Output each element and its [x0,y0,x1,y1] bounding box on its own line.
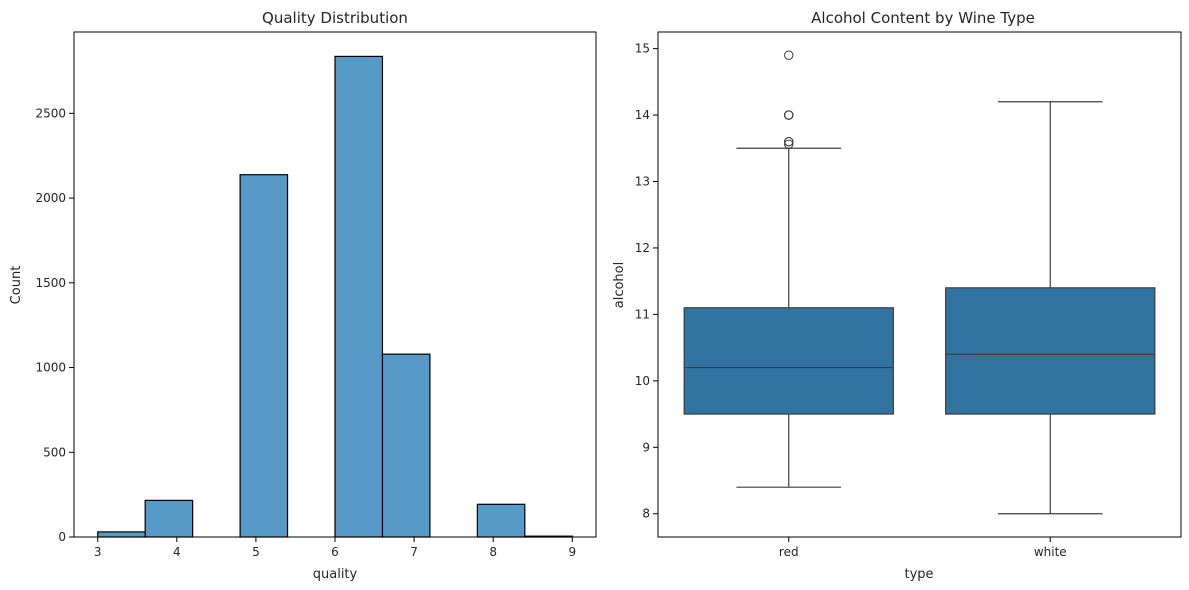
histogram-bars [97,55,573,538]
histogram-y-tick-label-2000: 2000 [35,191,66,205]
histogram-y-tick-label-1500: 1500 [35,276,66,290]
histogram-x-tick-label-8: 8 [489,545,497,559]
outlier-red-0 [784,139,794,149]
histogram-plot-frame [73,31,597,538]
boxplot-x-ticks: red white [779,537,1067,559]
histogram-bar-1 [144,499,194,538]
histogram-bar-3 [239,174,289,538]
quality-histogram: Quality Distribution 3 4 5 6 7 8 9 0 500 1000 150… [9,9,597,582]
histogram-bar-0 [97,531,146,538]
boxplot-y-tick-label-8: 8 [642,507,650,521]
boxplot-x-label: type [904,567,933,582]
boxplot-y-tick-label-9: 9 [642,440,650,454]
boxplot-plot-frame [657,31,1182,538]
histogram-x-tick-label-4: 4 [173,545,181,559]
histogram-x-tick-label-5: 5 [252,545,260,559]
boxplot-y-tick-label-15: 15 [635,42,650,56]
histogram-y-tick-label-0: 0 [58,530,66,544]
histogram-bar-8 [476,503,526,538]
boxplot-y-tick-label-10: 10 [635,374,650,388]
histogram-x-label: quality [313,567,358,582]
box-white [945,287,1156,415]
boxplot-y-tick-label-14: 14 [635,108,650,122]
histogram-x-tick-label-9: 9 [568,545,576,559]
histogram-title: Quality Distribution [262,9,408,27]
histogram-x-tick-label-3: 3 [94,545,102,559]
histogram-y-tick-label-500: 500 [43,445,66,459]
histogram-y-ticks: 0 500 1000 1500 2000 2500 [35,106,74,544]
boxplot-title: Alcohol Content by Wine Type [811,9,1035,27]
box-red [683,307,894,415]
boxplot-y-label: alcohol [612,262,627,308]
boxplot-y-tick-label-12: 12 [635,241,650,255]
alcohol-boxplot: Alcohol Content by Wine Type red white 8 9… [612,9,1182,582]
histogram-x-tick-label-7: 7 [410,545,418,559]
outlier-red-5 [784,110,794,120]
boxplot-x-tick-label-red: red [779,545,799,559]
boxplot-y-tick-label-13: 13 [635,175,650,189]
histogram-y-tick-label-1000: 1000 [35,361,66,375]
histogram-x-tick-label-6: 6 [331,545,339,559]
boxplot-y-ticks: 8 9 10 11 12 13 14 15 [635,42,658,521]
boxplot-y-tick-label-11: 11 [635,307,650,321]
histogram-x-ticks: 3 4 5 6 7 8 9 [94,537,576,559]
histogram-y-label: Count [9,266,24,305]
outlier-red-6 [784,50,794,60]
boxplot-boxes [683,50,1156,515]
outlier-red-2 [784,136,794,147]
boxplot-x-tick-label-white: white [1034,545,1067,559]
histogram-bar-6 [381,353,431,538]
histogram-y-tick-label-2500: 2500 [35,106,66,120]
histogram-bar-5 [334,55,384,538]
